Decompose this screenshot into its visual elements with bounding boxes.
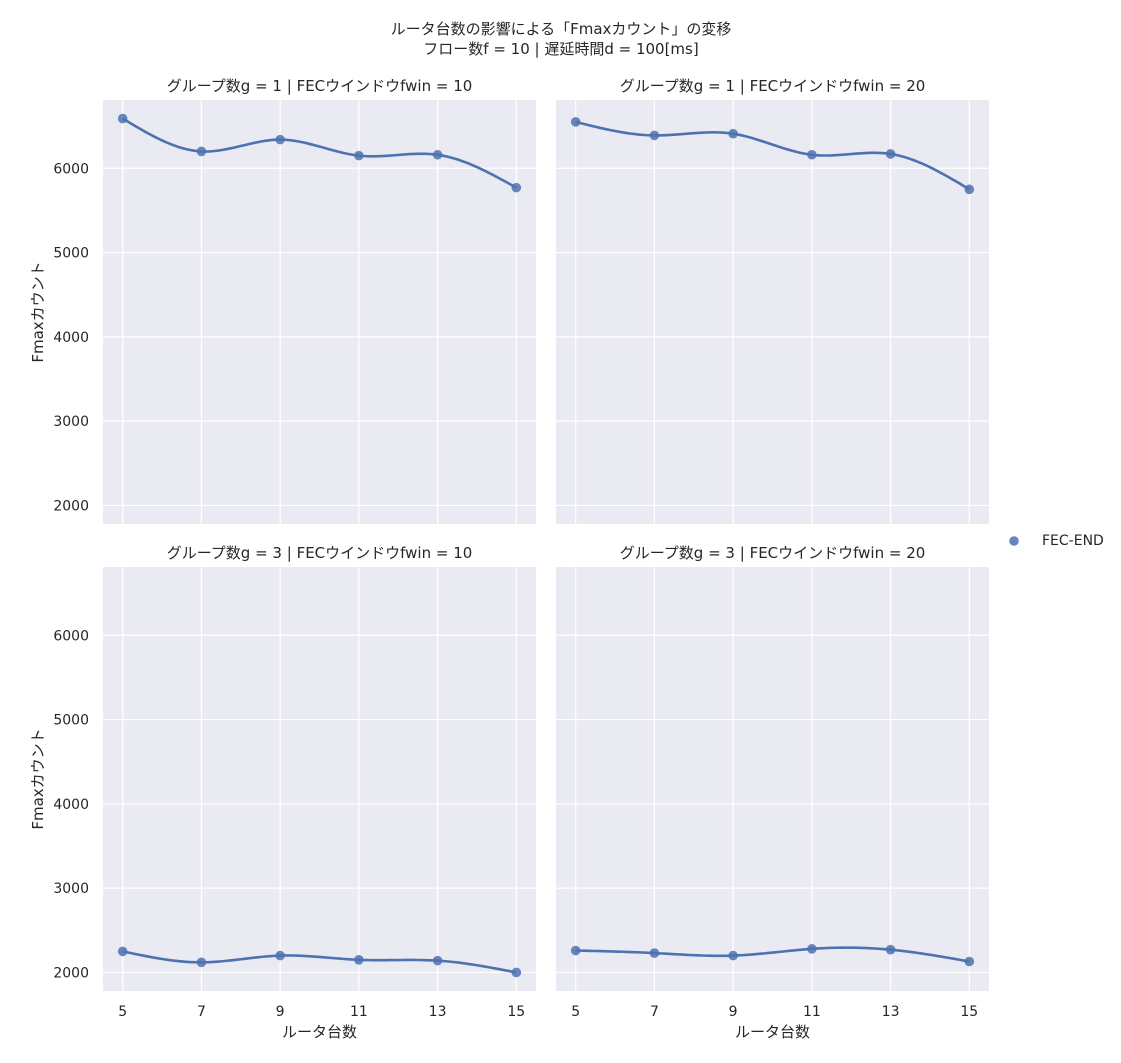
data-point [117,113,128,124]
panel-3: 2000 3000 4000 5000 6000 5 7 9 11 13 15 グループ数g = 3 … [29,544,536,1041]
panel-title: グループ数g = 3 | FECウインドウfwin = 10 [167,544,473,562]
panel-2: グループ数g = 1 | FECウインドウfwin = 20 [556,77,989,524]
data-point [432,149,443,160]
x-tick-label: 13 [882,1004,900,1020]
y-axis-label: Fmaxカウント [29,728,47,829]
panel-title: グループ数g = 1 | FECウインドウfwin = 20 [620,77,926,95]
x-tick-label: 15 [960,1004,978,1020]
chart-title-line2: フロー数f = 10 | 遅延時間d = 100[ms] [423,40,698,58]
data-point [807,944,817,954]
legend-marker [1009,536,1019,546]
legend: FEC-END [1009,533,1104,549]
data-point [354,150,364,161]
panel-1: 2000 3000 4000 5000 6000 グループ数g = 1 | FECウインド… [29,77,536,524]
trend-line [575,120,970,191]
data-point [728,950,738,961]
x-tick-label: 5 [118,1004,127,1020]
panel-4: 5 7 9 11 13 15 グループ数g = 3 | FECウインドウfwin = 20 ル… [556,544,989,1041]
panel-background [103,100,536,524]
data-point [649,130,660,141]
data-point [275,134,285,145]
data-point [432,955,443,966]
y-tick-label: 4000 [53,330,89,346]
panel-background [103,567,536,991]
y-tick-label: 4000 [53,797,89,813]
panels-layer: 2000 3000 4000 5000 6000 グループ数g = 1 | FECウインド… [29,77,989,1041]
data-point [570,117,581,127]
y-tick-label: 3000 [53,881,89,897]
data-point [511,182,522,193]
data-point [649,948,660,958]
trend-line [122,950,517,974]
y-tick-label: 5000 [53,713,89,729]
y-tick-label: 3000 [53,414,89,430]
x-axis-label: ルータ台数 [282,1023,357,1041]
x-tick-label: 9 [729,1004,738,1020]
data-point [964,184,975,195]
trend-line [122,117,517,189]
panel-background [556,100,989,524]
panel-title: グループ数g = 3 | FECウインドウfwin = 20 [620,544,926,562]
data-point [570,945,581,956]
y-tick-label: 5000 [53,246,89,262]
data-point [275,950,285,961]
x-tick-label: 11 [350,1004,368,1020]
data-point [807,149,817,160]
x-tick-label: 5 [571,1004,580,1020]
y-tick-label: 2000 [53,498,89,514]
x-tick-label: 7 [197,1004,206,1020]
x-axis-label: ルータ台数 [735,1023,810,1041]
data-point [728,128,738,139]
y-tick-label: 6000 [53,628,89,644]
legend-label: FEC-END [1042,533,1104,549]
trend-line [575,946,970,963]
data-point [354,955,364,965]
data-point [196,957,207,968]
panel-title: グループ数g = 1 | FECウインドウfwin = 10 [167,77,473,95]
data-point [964,956,975,967]
y-axis-label: Fmaxカウント [29,261,47,362]
x-tick-label: 9 [276,1004,285,1020]
data-point [511,967,522,978]
x-tick-label: 13 [429,1004,447,1020]
data-point [885,944,896,955]
y-tick-label: 2000 [53,965,89,981]
panel-background [556,567,989,991]
data-point [117,946,128,957]
x-tick-label: 7 [650,1004,659,1020]
x-tick-label: 11 [803,1004,821,1020]
data-point [196,146,207,157]
y-tick-label: 6000 [53,161,89,177]
data-point [885,149,896,159]
chart-title-line1: ルータ台数の影響による「Fmaxカウント」の変移 [391,20,732,38]
x-tick-label: 15 [507,1004,525,1020]
